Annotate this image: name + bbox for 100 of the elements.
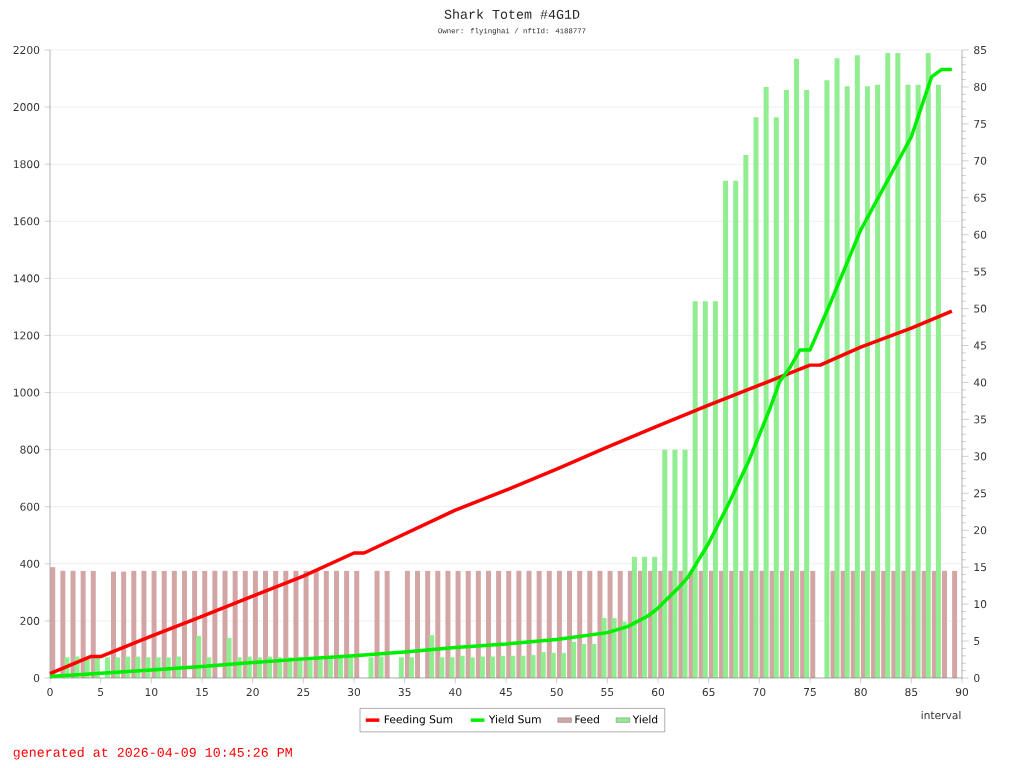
y2-tick-label: 75 (974, 119, 987, 128)
y2-tick-label: 70 (974, 156, 987, 165)
bar (652, 556, 658, 678)
x-tick-label: 45 (499, 688, 512, 696)
x-tick-label: 10 (145, 688, 158, 697)
bar (794, 58, 800, 678)
bar (500, 655, 506, 678)
bar (875, 84, 881, 678)
y2-tick-label: 65 (974, 193, 987, 202)
bar (496, 570, 502, 678)
bar (459, 655, 465, 678)
x-tick-label: 65 (702, 688, 715, 697)
bar (338, 657, 344, 678)
bar (475, 570, 481, 678)
bar (763, 86, 769, 678)
bar (662, 449, 668, 678)
bar (571, 641, 577, 678)
bar (378, 656, 384, 678)
bar (455, 570, 461, 678)
bar (80, 570, 86, 678)
x-tick-label: 15 (196, 688, 208, 696)
bar (408, 657, 414, 678)
y2-tick-label: 55 (974, 267, 987, 276)
bar (479, 656, 485, 678)
bar (485, 570, 491, 678)
x-tick-label: 25 (297, 688, 310, 697)
y-tick-label: 2200 (13, 45, 40, 55)
y2-tick-label: 60 (974, 230, 987, 239)
bar (469, 657, 475, 678)
bar (293, 570, 299, 678)
y2-tick-label: 80 (974, 82, 987, 91)
bar (824, 80, 830, 678)
bar (323, 570, 329, 678)
bar (212, 570, 218, 678)
y2-tick-label: 40 (973, 378, 987, 387)
bar (429, 635, 435, 678)
bar (864, 86, 870, 678)
y-tick-label: 0 (33, 673, 40, 683)
bar (506, 570, 512, 678)
bar (682, 449, 688, 678)
x-tick-label: 90 (955, 688, 969, 697)
bar (530, 655, 536, 678)
y-tick-label: 800 (20, 445, 40, 454)
y2-tick-label: 30 (974, 452, 987, 461)
bar (672, 449, 678, 678)
bar (631, 556, 637, 678)
y2-tick-label: 20 (974, 526, 987, 535)
x-tick-label: 35 (398, 688, 411, 697)
bar (773, 117, 779, 678)
y2-tick-label: 85 (974, 45, 987, 55)
x-tick-label: 85 (905, 688, 918, 697)
y2-tick-label: 25 (974, 489, 987, 498)
bar (712, 301, 718, 678)
legend-label: Yield Sum (488, 715, 541, 724)
bar (263, 570, 269, 678)
bar (354, 570, 360, 678)
y2-tick-label: 10 (974, 600, 987, 609)
bar (445, 570, 451, 678)
bar (642, 556, 648, 678)
bar (854, 55, 860, 678)
bar (723, 180, 729, 678)
bar (621, 621, 627, 678)
bar (702, 301, 708, 678)
x-tick-label: 80 (854, 688, 867, 697)
bar (952, 570, 958, 678)
bar (398, 657, 404, 678)
bar (344, 570, 350, 678)
x-tick-label: 70 (753, 688, 766, 697)
bar (743, 154, 749, 678)
bar (844, 86, 850, 678)
bar (935, 84, 941, 678)
bar (804, 89, 810, 678)
bar (141, 570, 147, 678)
bar (915, 84, 921, 678)
bar (810, 570, 816, 678)
y2-tick-label: 0 (974, 673, 980, 683)
bar (550, 652, 556, 678)
bar (692, 301, 698, 678)
x-tick-label: 55 (601, 688, 614, 696)
bar (753, 117, 759, 678)
bar (591, 644, 597, 678)
x-tick-label: 20 (246, 688, 259, 697)
bar (560, 652, 566, 678)
bar (783, 89, 789, 678)
bar (226, 638, 232, 678)
bar (333, 570, 339, 678)
y2-tick-label: 45 (973, 341, 987, 350)
bar (202, 570, 208, 678)
text: generated at 2026-04-09 10:45:26 PM (13, 747, 292, 760)
bar (581, 644, 587, 678)
x-tick-label: 0 (47, 688, 53, 697)
bar (510, 655, 516, 678)
chart-title: Shark Totem #4G1D (444, 9, 580, 19)
y-tick-label: 1800 (13, 160, 40, 169)
legend-label: Yield (632, 715, 658, 724)
bar (415, 570, 421, 678)
line-series (48, 309, 954, 676)
bar (404, 570, 410, 678)
bar (526, 570, 532, 678)
bar (171, 570, 177, 678)
